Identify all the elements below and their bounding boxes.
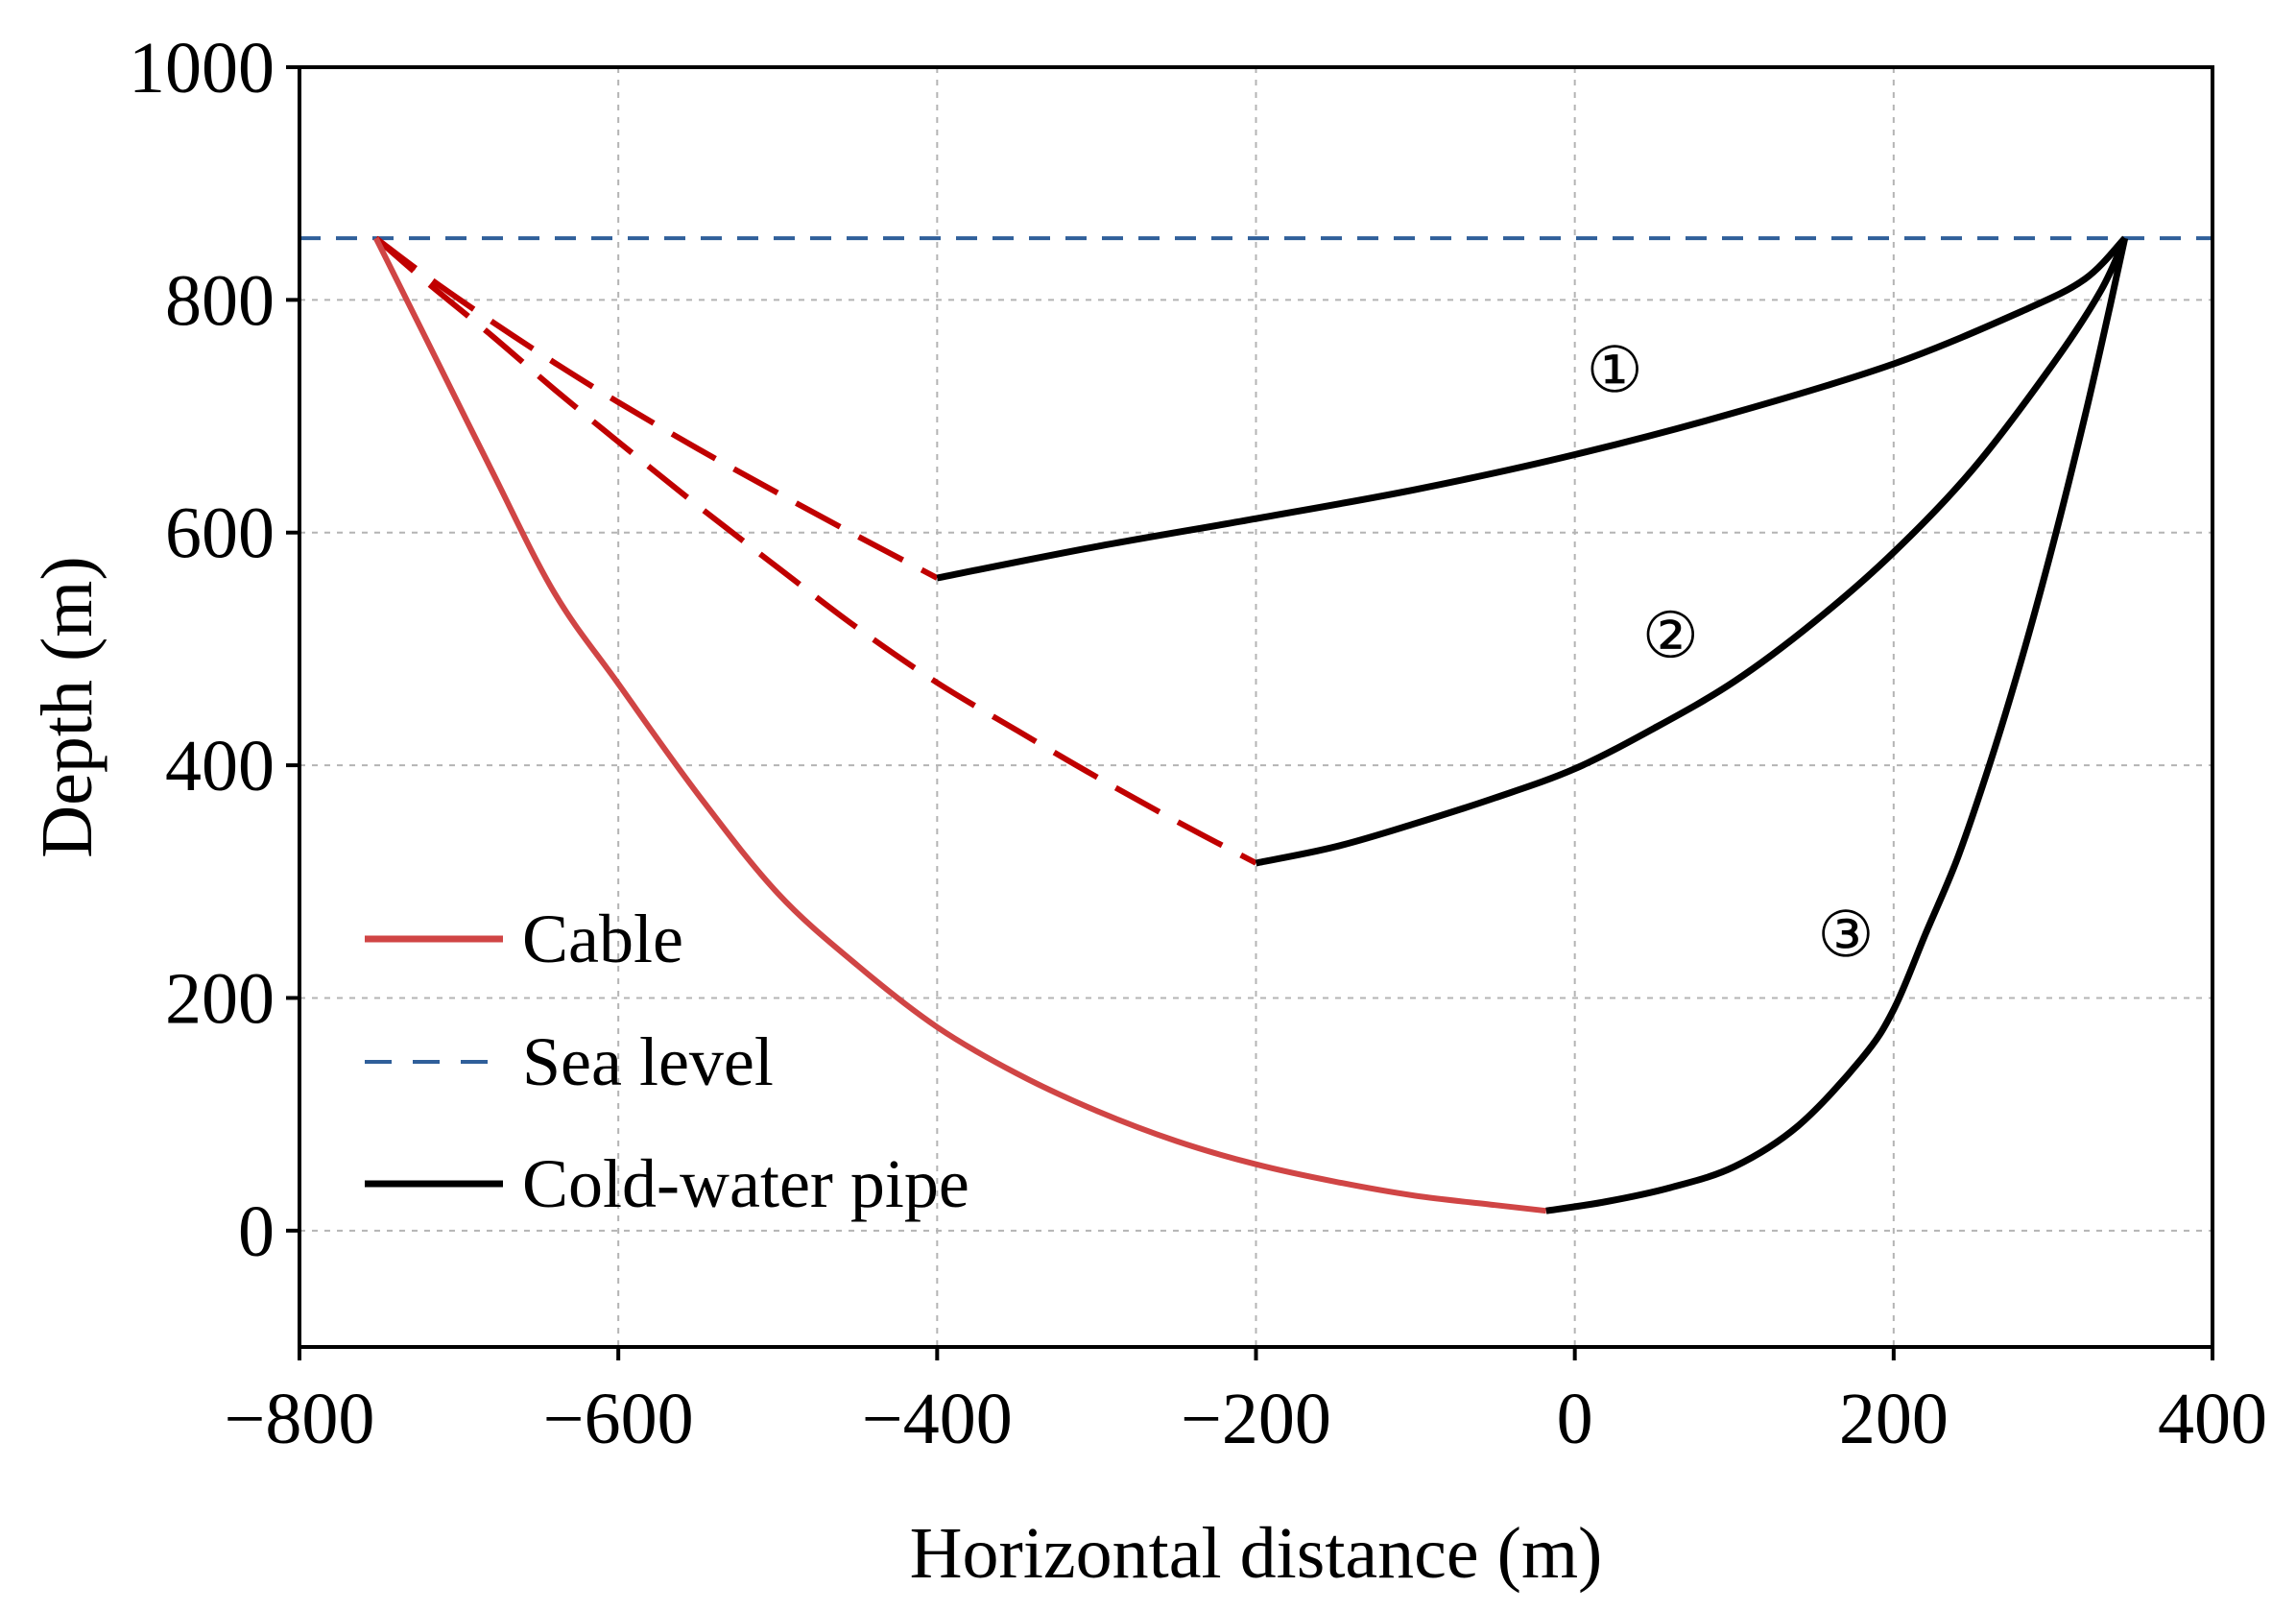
y-tick-label: 0 xyxy=(238,1191,275,1272)
x-axis-title: Horizontal distance (m) xyxy=(910,1513,1603,1594)
curve-annotations: ① ② ③ xyxy=(1587,333,1875,972)
grid-lines xyxy=(299,67,2212,1347)
y-tick-label: 400 xyxy=(165,726,275,806)
x-tick-label: 200 xyxy=(1839,1379,1949,1459)
y-axis-title: Depth (m) xyxy=(27,556,108,857)
x-tick-label: 0 xyxy=(1557,1379,1593,1459)
x-tick-label: −400 xyxy=(862,1379,1013,1459)
x-tick-label: −600 xyxy=(543,1379,694,1459)
x-tick-label: 400 xyxy=(2158,1379,2267,1459)
y-tick-label: 600 xyxy=(165,493,275,574)
curve-annotation: ③ xyxy=(1817,898,1874,972)
axis-ticks: −800 −600 −400 −200 0 200 400 0 200 400 600 800 1000 xyxy=(129,28,2267,1459)
y-tick-label: 1000 xyxy=(129,28,275,108)
cable-curve-2 xyxy=(373,235,1257,866)
cable-curve-0 xyxy=(373,235,939,581)
legend-label: Sea level xyxy=(522,1023,774,1100)
x-tick-label: −200 xyxy=(1181,1379,1331,1459)
y-tick-label: 800 xyxy=(165,260,275,341)
pipe-curve-5 xyxy=(1545,237,2129,1214)
legend: Cable Sea level Cold-water pipe xyxy=(365,901,969,1222)
cable-curve-4 xyxy=(373,236,1547,1214)
pipe-curve-3 xyxy=(1255,236,2128,867)
x-tick-label: −800 xyxy=(225,1379,375,1459)
legend-label: Cable xyxy=(522,901,683,977)
curve-annotation: ② xyxy=(1642,598,1699,672)
pipe-curve-1 xyxy=(936,235,2128,582)
y-tick-label: 200 xyxy=(165,958,275,1039)
series-lines xyxy=(299,235,2212,1214)
curve-annotation: ① xyxy=(1587,333,1643,407)
legend-label: Cold-water pipe xyxy=(522,1145,969,1222)
